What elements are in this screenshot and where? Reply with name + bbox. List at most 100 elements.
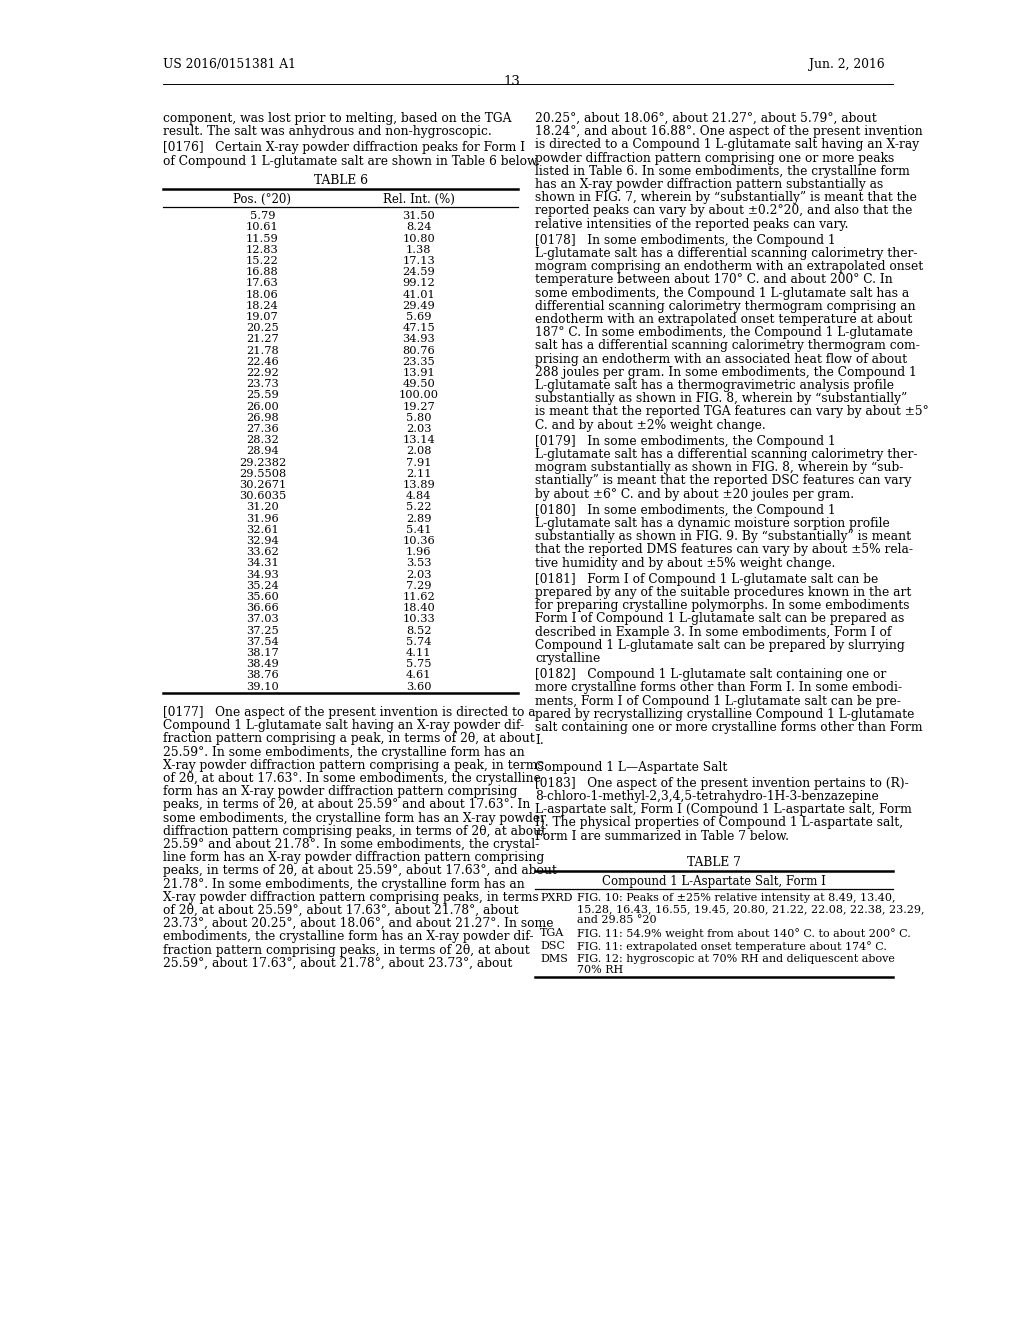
Text: some embodiments, the crystalline form has an X-ray powder: some embodiments, the crystalline form h… — [163, 812, 546, 825]
Text: 2.89: 2.89 — [406, 513, 431, 524]
Text: Form I are summarized in Table 7 below.: Form I are summarized in Table 7 below. — [535, 829, 790, 842]
Text: 5.69: 5.69 — [406, 312, 431, 322]
Text: 34.93: 34.93 — [402, 334, 435, 345]
Text: 20.25: 20.25 — [246, 323, 279, 333]
Text: peaks, in terms of 2θ, at about 25.59°, about 17.63°, and about: peaks, in terms of 2θ, at about 25.59°, … — [163, 865, 557, 878]
Text: 36.66: 36.66 — [246, 603, 279, 614]
Text: 34.31: 34.31 — [246, 558, 279, 569]
Text: US 2016/0151381 A1: US 2016/0151381 A1 — [163, 58, 296, 71]
Text: 30.6035: 30.6035 — [239, 491, 286, 502]
Text: 4.61: 4.61 — [406, 671, 431, 680]
Text: L-aspartate salt, Form I (Compound 1 L-aspartate salt, Form: L-aspartate salt, Form I (Compound 1 L-a… — [535, 803, 912, 816]
Text: 3.53: 3.53 — [406, 558, 431, 569]
Text: temperature between about 170° C. and about 200° C. In: temperature between about 170° C. and ab… — [535, 273, 893, 286]
Text: reported peaks can vary by about ±0.2°20, and also that the: reported peaks can vary by about ±0.2°20… — [535, 205, 912, 218]
Text: [0181]   Form I of Compound 1 L-glutamate salt can be: [0181] Form I of Compound 1 L-glutamate … — [535, 573, 879, 586]
Text: 80.76: 80.76 — [402, 346, 435, 355]
Text: [0180]   In some embodiments, the Compound 1: [0180] In some embodiments, the Compound… — [535, 504, 836, 517]
Text: 49.50: 49.50 — [402, 379, 435, 389]
Text: 5.79: 5.79 — [250, 211, 275, 222]
Text: substantially as shown in FIG. 8, wherein by “substantially”: substantially as shown in FIG. 8, wherei… — [535, 392, 907, 405]
Text: pared by recrystallizing crystalline Compound 1 L-glutamate: pared by recrystallizing crystalline Com… — [535, 708, 914, 721]
Text: component, was lost prior to melting, based on the TGA: component, was lost prior to melting, ba… — [163, 112, 512, 125]
Text: L-glutamate salt has a differential scanning calorimetry ther-: L-glutamate salt has a differential scan… — [535, 447, 918, 461]
Text: C. and by about ±2% weight change.: C. and by about ±2% weight change. — [535, 418, 766, 432]
Text: FIG. 10: Peaks of ±25% relative intensity at 8.49, 13.40,: FIG. 10: Peaks of ±25% relative intensit… — [577, 894, 896, 903]
Text: L-glutamate salt has a dynamic moisture sorption profile: L-glutamate salt has a dynamic moisture … — [535, 517, 890, 531]
Text: 13: 13 — [504, 75, 520, 88]
Text: [0176]   Certain X-ray powder diffraction peaks for Form I: [0176] Certain X-ray powder diffraction … — [163, 141, 525, 154]
Text: 13.89: 13.89 — [402, 480, 435, 490]
Text: 5.41: 5.41 — [406, 525, 431, 535]
Text: 20.25°, about 18.06°, about 21.27°, about 5.79°, about: 20.25°, about 18.06°, about 21.27°, abou… — [535, 112, 877, 125]
Text: Compound 1 L-glutamate salt can be prepared by slurrying: Compound 1 L-glutamate salt can be prepa… — [535, 639, 905, 652]
Text: 4.11: 4.11 — [406, 648, 431, 657]
Text: 22.92: 22.92 — [246, 368, 279, 378]
Text: [0183]   One aspect of the present invention pertains to (R)-: [0183] One aspect of the present inventi… — [535, 776, 908, 789]
Text: peaks, in terms of 2θ, at about 25.59° and about 17.63°. In: peaks, in terms of 2θ, at about 25.59° a… — [163, 799, 530, 812]
Text: 8.24: 8.24 — [406, 222, 431, 232]
Text: Compound 1 L-glutamate salt having an X-ray powder dif-: Compound 1 L-glutamate salt having an X-… — [163, 719, 524, 733]
Text: by about ±6° C. and by about ±20 joules per gram.: by about ±6° C. and by about ±20 joules … — [535, 487, 854, 500]
Text: 35.60: 35.60 — [246, 591, 279, 602]
Text: 17.63: 17.63 — [246, 279, 279, 288]
Text: 28.32: 28.32 — [246, 436, 279, 445]
Text: is meant that the reported TGA features can vary by about ±5°: is meant that the reported TGA features … — [535, 405, 929, 418]
Text: 18.24°, and about 16.88°. One aspect of the present invention: 18.24°, and about 16.88°. One aspect of … — [535, 125, 923, 139]
Text: 100.00: 100.00 — [398, 391, 438, 400]
Text: 30.2671: 30.2671 — [239, 480, 286, 490]
Text: of Compound 1 L-glutamate salt are shown in Table 6 below.: of Compound 1 L-glutamate salt are shown… — [163, 154, 540, 168]
Text: [0182]   Compound 1 L-glutamate salt containing one or: [0182] Compound 1 L-glutamate salt conta… — [535, 668, 886, 681]
Text: prising an endotherm with an associated heat flow of about: prising an endotherm with an associated … — [535, 352, 907, 366]
Text: TGA: TGA — [540, 928, 564, 939]
Text: 10.33: 10.33 — [402, 614, 435, 624]
Text: fraction pattern comprising peaks, in terms of 2θ, at about: fraction pattern comprising peaks, in te… — [163, 944, 529, 957]
Text: 16.88: 16.88 — [246, 267, 279, 277]
Text: 4.84: 4.84 — [406, 491, 431, 502]
Text: fraction pattern comprising a peak, in terms of 2θ, at about: fraction pattern comprising a peak, in t… — [163, 733, 535, 746]
Text: has an X-ray powder diffraction pattern substantially as: has an X-ray powder diffraction pattern … — [535, 178, 884, 191]
Text: 35.24: 35.24 — [246, 581, 279, 591]
Text: Jun. 2, 2016: Jun. 2, 2016 — [809, 58, 885, 71]
Text: described in Example 3. In some embodiments, Form I of: described in Example 3. In some embodime… — [535, 626, 891, 639]
Text: is directed to a Compound 1 L-glutamate salt having an X-ray: is directed to a Compound 1 L-glutamate … — [535, 139, 920, 152]
Text: 38.17: 38.17 — [246, 648, 279, 657]
Text: prepared by any of the suitable procedures known in the art: prepared by any of the suitable procedur… — [535, 586, 911, 599]
Text: more crystalline forms other than Form I. In some embodi-: more crystalline forms other than Form I… — [535, 681, 902, 694]
Text: I.: I. — [535, 734, 544, 747]
Text: 39.10: 39.10 — [246, 681, 279, 692]
Text: 11.62: 11.62 — [402, 591, 435, 602]
Text: 37.03: 37.03 — [246, 614, 279, 624]
Text: 13.91: 13.91 — [402, 368, 435, 378]
Text: 29.49: 29.49 — [402, 301, 435, 310]
Text: 19.27: 19.27 — [402, 401, 435, 412]
Text: 22.46: 22.46 — [246, 356, 279, 367]
Text: [0178]   In some embodiments, the Compound 1: [0178] In some embodiments, the Compound… — [535, 234, 836, 247]
Text: 29.2382: 29.2382 — [239, 458, 286, 467]
Text: 31.20: 31.20 — [246, 503, 279, 512]
Text: Compound 1 L—Aspartate Salt: Compound 1 L—Aspartate Salt — [535, 760, 727, 774]
Text: 15.22: 15.22 — [246, 256, 279, 267]
Text: X-ray powder diffraction pattern comprising peaks, in terms: X-ray powder diffraction pattern compris… — [163, 891, 539, 904]
Text: 99.12: 99.12 — [402, 279, 435, 288]
Text: TABLE 7: TABLE 7 — [687, 855, 741, 869]
Text: Pos. (°20): Pos. (°20) — [233, 193, 292, 206]
Text: for preparing crystalline polymorphs. In some embodiments: for preparing crystalline polymorphs. In… — [535, 599, 909, 612]
Text: 33.62: 33.62 — [246, 548, 279, 557]
Text: mogram substantially as shown in FIG. 8, wherein by “sub-: mogram substantially as shown in FIG. 8,… — [535, 461, 903, 474]
Text: powder diffraction pattern comprising one or more peaks: powder diffraction pattern comprising on… — [535, 152, 894, 165]
Text: endotherm with an extrapolated onset temperature at about: endotherm with an extrapolated onset tem… — [535, 313, 912, 326]
Text: salt has a differential scanning calorimetry thermogram com-: salt has a differential scanning calorim… — [535, 339, 920, 352]
Text: salt containing one or more crystalline forms other than Form: salt containing one or more crystalline … — [535, 721, 923, 734]
Text: some embodiments, the Compound 1 L-glutamate salt has a: some embodiments, the Compound 1 L-gluta… — [535, 286, 909, 300]
Text: 23.35: 23.35 — [402, 356, 435, 367]
Text: Form I of Compound 1 L-glutamate salt can be prepared as: Form I of Compound 1 L-glutamate salt ca… — [535, 612, 904, 626]
Text: 34.93: 34.93 — [246, 570, 279, 579]
Text: I). The physical properties of Compound 1 L-aspartate salt,: I). The physical properties of Compound … — [535, 816, 903, 829]
Text: 37.54: 37.54 — [246, 636, 279, 647]
Text: 21.78°. In some embodiments, the crystalline form has an: 21.78°. In some embodiments, the crystal… — [163, 878, 524, 891]
Text: 29.5508: 29.5508 — [239, 469, 286, 479]
Text: ments, Form I of Compound 1 L-glutamate salt can be pre-: ments, Form I of Compound 1 L-glutamate … — [535, 694, 901, 708]
Text: 12.83: 12.83 — [246, 244, 279, 255]
Text: 37.25: 37.25 — [246, 626, 279, 636]
